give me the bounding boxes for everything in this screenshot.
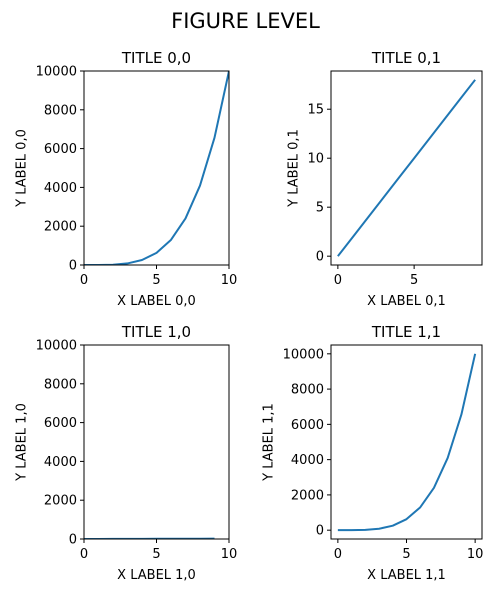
y-tick-label: 5 — [316, 201, 324, 216]
x-tick-label: 10 — [467, 547, 484, 562]
x-tick-label: 5 — [152, 273, 160, 288]
y-tick-label: 2000 — [291, 488, 324, 503]
y-tick-label: 10 — [307, 152, 324, 167]
y-tick-label: 0 — [69, 533, 77, 548]
y-tick-label: 4000 — [44, 181, 77, 196]
axes-frame — [330, 344, 483, 540]
y-axis-label: Y LABEL 1,1 — [262, 403, 277, 482]
y-tick-label: 15 — [307, 103, 324, 118]
x-tick-label: 0 — [334, 273, 342, 288]
y-tick-label: 6000 — [44, 142, 77, 157]
subplot-0-1: 0 5 0 5 10 15 TITLE 0,1 X LABEL 0,1 Y LABEL 0,1 — [286, 49, 483, 309]
series-line — [84, 71, 229, 265]
y-axis-label: Y LABEL 0,0 — [15, 129, 30, 208]
y-tick-label: 4000 — [291, 453, 324, 468]
axes-title: TITLE 1,1 — [371, 323, 441, 341]
y-axis-label: Y LABEL 0,1 — [286, 129, 301, 208]
y-axis-label: Y LABEL 1,0 — [15, 403, 30, 482]
y-tick-label: 0 — [69, 259, 77, 274]
x-tick-label: 0 — [80, 273, 88, 288]
axes-title: TITLE 0,1 — [371, 49, 441, 67]
axes-frame — [330, 70, 483, 266]
y-tick-label: 10000 — [283, 347, 324, 362]
y-tick-label: 8000 — [291, 383, 324, 398]
y-tick-label: 10000 — [36, 339, 77, 354]
y-tick-label: 2000 — [44, 220, 77, 235]
x-axis-label: X LABEL 1,0 — [117, 568, 196, 583]
x-tick-label: 5 — [410, 273, 418, 288]
x-axis-label: X LABEL 0,0 — [117, 294, 196, 309]
y-tick-label: 8000 — [44, 103, 77, 118]
y-tick-label: 4000 — [44, 455, 77, 470]
y-tick-label: 0 — [316, 250, 324, 265]
x-tick-label: 5 — [152, 547, 160, 562]
x-axis-label: X LABEL 1,1 — [367, 568, 446, 583]
subplot-0-0: 0 5 10 0 2000 4000 6000 8000 10000 TITLE 0,0 X LAB… — [15, 49, 238, 309]
y-tick-label: 2000 — [44, 494, 77, 509]
x-tick-label: 10 — [221, 547, 238, 562]
series-line — [337, 353, 477, 532]
x-tick-label: 0 — [334, 547, 342, 562]
subplot-1-1: 0 5 10 0 2000 4000 6000 8000 10000 TITLE 1,1 X LAB… — [262, 323, 484, 583]
axes-title: TITLE 1,0 — [121, 323, 191, 341]
axes-title: TITLE 0,0 — [121, 49, 191, 67]
x-tick-label: 0 — [80, 547, 88, 562]
subplot-1-0: 0 5 10 0 2000 4000 6000 8000 10000 TITLE 1,0 X LAB… — [15, 323, 238, 583]
y-tick-label: 6000 — [44, 416, 77, 431]
series-line — [337, 79, 476, 257]
axes-frame — [83, 344, 230, 540]
x-tick-label: 5 — [402, 547, 410, 562]
y-tick-label: 8000 — [44, 377, 77, 392]
y-tick-label: 0 — [316, 524, 324, 539]
axes-frame — [83, 70, 230, 266]
y-tick-label: 6000 — [291, 418, 324, 433]
figure-suptitle: FIGURE LEVEL — [171, 9, 320, 33]
x-tick-label: 10 — [221, 273, 238, 288]
x-axis-label: X LABEL 0,1 — [367, 294, 446, 309]
y-tick-label: 10000 — [36, 65, 77, 80]
